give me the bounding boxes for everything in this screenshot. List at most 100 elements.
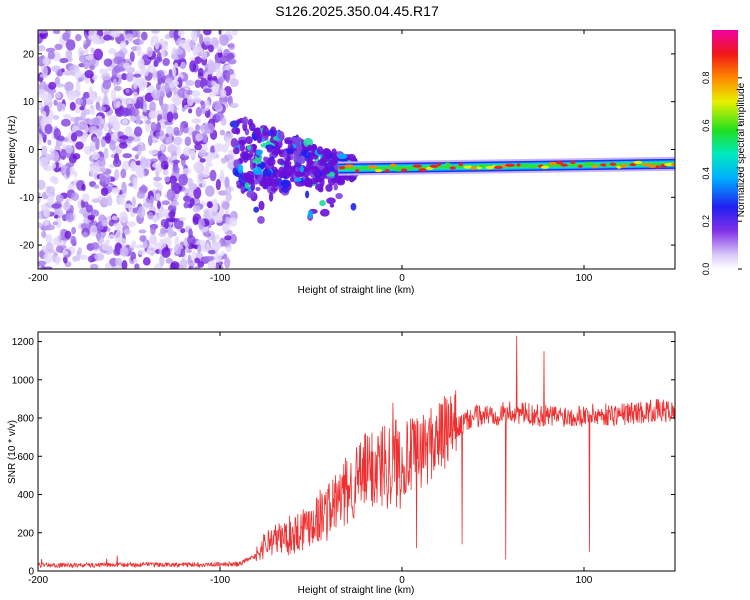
noise-blob — [228, 42, 236, 51]
snr-ytick-label: 0 — [28, 567, 34, 578]
noise-blob — [90, 47, 95, 53]
noise-blob — [135, 168, 145, 179]
noise-blob — [112, 78, 117, 87]
noise-blob — [167, 226, 174, 239]
noise-blob — [92, 136, 98, 143]
noise-blob — [218, 76, 225, 84]
noise-blob — [104, 262, 112, 269]
noise-blob — [116, 73, 122, 78]
transition-blob — [256, 134, 263, 144]
noise-blob — [75, 97, 84, 105]
noise-blob — [189, 261, 196, 266]
noise-blob — [45, 47, 56, 53]
transition-blob — [327, 161, 332, 168]
transition-blob — [299, 165, 304, 173]
noise-blob — [52, 176, 59, 185]
noise-blob — [215, 214, 223, 224]
noise-blob — [99, 173, 106, 183]
noise-blob — [207, 249, 216, 255]
noise-blob — [72, 255, 78, 262]
noise-blob — [194, 56, 202, 64]
transition-blob — [316, 146, 324, 155]
noise-blob — [119, 40, 127, 50]
noise-blob — [225, 138, 231, 147]
spectrogram-y-label: Frequency (Hz) — [7, 116, 18, 185]
noise-blob — [42, 65, 48, 77]
noise-blob — [113, 247, 121, 256]
noise-blob — [188, 183, 198, 191]
transition-blob — [238, 139, 247, 146]
tone-hotspot — [361, 166, 370, 170]
transition-blob — [319, 199, 326, 207]
transition-blob — [240, 186, 245, 192]
noise-blob — [166, 111, 174, 123]
transition-blob — [348, 174, 355, 183]
noise-blob — [177, 30, 185, 37]
noise-blob — [226, 52, 235, 60]
tone-hotspot — [619, 164, 629, 168]
noise-blob — [107, 215, 112, 221]
noise-blob — [88, 125, 98, 134]
noise-blob — [154, 56, 163, 63]
noise-blob — [38, 195, 41, 204]
snr-y-label: SNR (10 * v/v) — [7, 420, 18, 484]
noise-blob — [65, 162, 75, 167]
noise-blob — [203, 99, 211, 112]
tone-hotspot — [367, 165, 378, 169]
snr-xtick-label: 100 — [576, 575, 593, 586]
noise-blob — [79, 50, 85, 56]
noise-blob — [187, 234, 196, 246]
transition-blob — [274, 168, 280, 179]
noise-blob — [100, 118, 105, 124]
tone-hotspot — [444, 162, 451, 166]
noise-blob — [90, 257, 96, 263]
noise-blob — [85, 54, 93, 61]
snr-ytick-label: 1200 — [12, 337, 35, 348]
transition-blob — [335, 192, 343, 200]
transition-blob — [248, 122, 256, 132]
noise-blob — [192, 118, 201, 123]
transition-blob — [244, 182, 250, 189]
transition-blob — [258, 200, 265, 211]
noise-blob — [194, 79, 202, 89]
transition-blob — [239, 143, 246, 152]
transition-blob — [300, 150, 307, 157]
noise-blob — [212, 75, 218, 81]
noise-blob — [79, 254, 88, 260]
noise-blob — [211, 39, 220, 46]
noise-blob — [51, 162, 57, 169]
tone-hotspot — [470, 166, 477, 170]
noise-blob — [109, 139, 116, 151]
noise-blob — [150, 224, 156, 236]
transition-blob — [245, 136, 253, 145]
noise-blob — [207, 62, 217, 73]
transition-blob — [296, 144, 303, 152]
noise-blob — [130, 212, 135, 218]
noise-blob — [51, 203, 61, 209]
noise-blob — [83, 91, 90, 99]
noise-blob — [123, 62, 131, 69]
noise-blob — [221, 143, 229, 153]
noise-blob — [224, 176, 230, 188]
noise-blob — [201, 50, 208, 60]
noise-blob — [172, 112, 179, 120]
noise-blob — [114, 231, 123, 243]
noise-blob — [215, 234, 220, 240]
noise-blob — [177, 87, 188, 99]
tone-hotspot — [355, 169, 360, 173]
noise-blob — [156, 70, 165, 79]
noise-blob — [209, 152, 217, 160]
noise-blob — [119, 211, 129, 223]
noise-blob — [137, 146, 147, 152]
noise-blob — [132, 177, 138, 190]
noise-blob — [151, 139, 159, 144]
noise-blob — [119, 142, 128, 149]
noise-blob — [74, 101, 82, 114]
noise-blob — [119, 135, 129, 140]
noise-blob — [128, 98, 137, 105]
transition-blob — [331, 148, 337, 157]
transition-blob — [322, 149, 332, 156]
noise-blob — [55, 93, 62, 99]
colorbar-tick-label: 0.2 — [701, 215, 711, 228]
